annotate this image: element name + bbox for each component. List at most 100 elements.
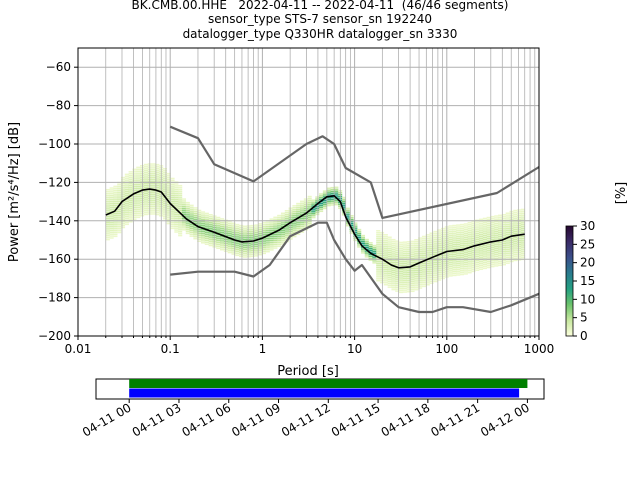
heatmap-cell bbox=[482, 267, 487, 270]
heatmap-cell bbox=[311, 212, 316, 215]
heatmap-cell bbox=[296, 202, 301, 205]
heatmap-cell bbox=[315, 207, 320, 210]
heatmap-cell bbox=[391, 246, 396, 249]
heatmap-cell bbox=[517, 226, 522, 229]
heatmap-cell bbox=[307, 205, 312, 207]
heatmap-cell bbox=[482, 254, 487, 256]
heatmap-cell bbox=[117, 199, 122, 201]
heatmap-cell bbox=[459, 264, 465, 266]
heatmap-cell bbox=[128, 176, 133, 179]
heatmap-cell bbox=[288, 211, 293, 213]
heatmap-cell bbox=[326, 199, 331, 201]
heatmap-cell bbox=[143, 196, 148, 198]
heatmap-cell bbox=[479, 245, 484, 247]
heatmap-cell bbox=[113, 229, 118, 232]
heatmap-cell bbox=[208, 237, 213, 239]
heatmap-cell bbox=[452, 265, 457, 267]
heatmap-cell bbox=[296, 222, 301, 224]
heatmap-cell bbox=[494, 259, 499, 261]
heatmap-cell bbox=[280, 241, 286, 243]
heatmap-cell bbox=[117, 195, 122, 197]
heatmap-cell bbox=[360, 242, 366, 245]
heatmap-cell bbox=[376, 274, 381, 276]
heatmap-cell bbox=[231, 226, 236, 228]
heatmap-cell bbox=[113, 212, 118, 215]
heatmap-cell bbox=[216, 237, 221, 240]
heatmap-cell bbox=[117, 208, 122, 211]
heatmap-cell bbox=[459, 269, 465, 272]
ppsd-plot: 0.01 0.1 1 10 100 1000 −200−180−160−140−120−1… bbox=[7, 47, 554, 379]
heatmap-cell bbox=[391, 238, 396, 241]
heatmap-cell bbox=[520, 224, 526, 226]
heatmap-cell bbox=[235, 237, 240, 239]
heatmap-cell bbox=[322, 200, 327, 202]
heatmap-cell bbox=[193, 209, 198, 211]
heatmap-cell bbox=[486, 232, 491, 234]
heatmap-cell bbox=[155, 171, 160, 174]
heatmap-cell bbox=[296, 229, 301, 232]
heatmap-cell bbox=[467, 269, 472, 272]
heatmap-cell bbox=[307, 207, 312, 209]
heatmap-cell bbox=[486, 216, 491, 219]
heatmap-cell bbox=[197, 228, 202, 231]
heatmap-cell bbox=[178, 231, 183, 233]
heatmap-cell bbox=[467, 243, 472, 245]
heatmap-cell bbox=[258, 250, 263, 252]
heatmap-cell bbox=[162, 198, 167, 201]
heatmap-cell bbox=[391, 254, 396, 256]
heatmap-cell bbox=[273, 216, 278, 219]
heatmap-cell bbox=[300, 210, 305, 212]
heatmap-cell bbox=[265, 250, 270, 253]
heatmap-cell bbox=[501, 235, 506, 237]
heatmap-cell bbox=[376, 243, 381, 245]
heatmap-cell bbox=[246, 227, 251, 229]
heatmap-cell bbox=[490, 260, 495, 262]
heatmap-cell bbox=[216, 232, 221, 234]
heatmap-cell bbox=[143, 202, 148, 204]
heatmap-cell bbox=[414, 269, 419, 272]
heatmap-cell bbox=[410, 263, 415, 266]
heatmap-cell bbox=[357, 232, 362, 235]
heatmap-cell bbox=[498, 222, 503, 224]
heatmap-cell bbox=[170, 216, 175, 218]
heatmap-cell bbox=[181, 200, 187, 202]
heatmap-cell bbox=[174, 229, 179, 231]
heatmap-cell bbox=[456, 235, 461, 238]
heatmap-cell bbox=[486, 245, 491, 248]
heatmap-cell bbox=[280, 231, 286, 234]
heatmap-cell bbox=[414, 277, 419, 279]
heatmap-cell bbox=[429, 282, 434, 284]
heatmap-cell bbox=[437, 273, 442, 275]
heatmap-cell bbox=[128, 207, 133, 210]
timeline-tick-label: 04-11 12 bbox=[279, 400, 333, 439]
heatmap-cell bbox=[501, 254, 506, 256]
heatmap-cell bbox=[471, 253, 476, 255]
heatmap-cell bbox=[387, 280, 392, 283]
heatmap-cell bbox=[418, 241, 423, 243]
heatmap-cell bbox=[303, 219, 308, 221]
heatmap-cell bbox=[456, 255, 461, 257]
heatmap-cell bbox=[330, 200, 335, 202]
heatmap-cell bbox=[425, 237, 430, 240]
heatmap-cell bbox=[410, 290, 415, 293]
heatmap-cell bbox=[227, 251, 232, 254]
heatmap-cell bbox=[463, 265, 468, 267]
heatmap-cell bbox=[459, 262, 465, 264]
heatmap-cell bbox=[280, 212, 286, 215]
heatmap-cell bbox=[280, 218, 286, 220]
title-line-station: BK.CMB.00.HHE 2022-04-11 -- 2022-04-11 (… bbox=[131, 0, 509, 12]
heatmap-cell bbox=[250, 255, 255, 258]
heatmap-cell bbox=[482, 265, 487, 268]
heatmap-cell bbox=[265, 229, 270, 232]
heatmap-cell bbox=[105, 225, 110, 227]
heatmap-cell bbox=[288, 226, 293, 229]
heatmap-cell bbox=[120, 226, 126, 229]
heatmap-cell bbox=[120, 207, 126, 210]
heatmap-cell bbox=[162, 169, 167, 172]
heatmap-cell bbox=[395, 242, 400, 244]
heatmap-cell bbox=[425, 282, 430, 284]
heatmap-cell bbox=[109, 237, 114, 239]
heatmap-cell bbox=[193, 232, 198, 234]
heatmap-cell bbox=[136, 183, 141, 186]
heatmap-cell bbox=[178, 184, 183, 187]
